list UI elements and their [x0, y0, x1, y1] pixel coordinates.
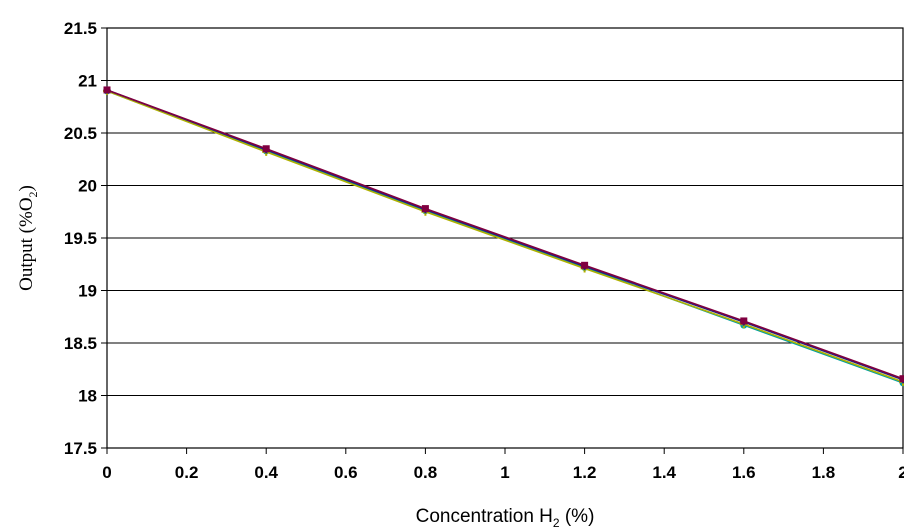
y-tick-label: 20: [78, 177, 97, 196]
x-tick-label: 1.6: [732, 463, 756, 482]
x-tick-label: 0.2: [175, 463, 199, 482]
x-tick-label: 0.6: [334, 463, 358, 482]
data-point-s4-3: [581, 261, 589, 269]
x-tick-label: 1.4: [652, 463, 676, 482]
y-tick-label: 21: [78, 72, 97, 91]
data-point-s4-5: [899, 375, 904, 383]
x-tick-label: 0.8: [414, 463, 438, 482]
series-line-4: [106, 89, 904, 380]
data-point-s4-2: [421, 205, 429, 213]
y-axis-ticks: 17.5 18 18.5 19 19.5 20 20.5 21 21.5: [64, 19, 107, 458]
x-axis-label: Concentration H2 (%): [416, 506, 595, 529]
x-tick-label: 0.4: [254, 463, 278, 482]
series-line-1: [106, 90, 904, 384]
x-tick-label: 1.2: [573, 463, 597, 482]
x-axis-ticks: 0 0.2 0.4 0.6 0.8 1 1.2 1.4 1.6 1.8 2: [102, 448, 904, 482]
y-tick-label: 19.5: [64, 229, 97, 248]
series-line-3: [106, 89, 904, 381]
x-tick-label: 1.8: [812, 463, 836, 482]
y-tick-label: 19: [78, 282, 97, 301]
series-line-2: [106, 90, 904, 383]
data-point-s4-4: [740, 317, 748, 325]
data-point-s4-1: [262, 145, 270, 153]
x-tick-label: 1: [500, 463, 509, 482]
y-tick-label: 18.5: [64, 334, 97, 353]
data-point-s4-0: [103, 86, 111, 94]
y-tick-label: 18: [78, 387, 97, 406]
y-tick-label: 20.5: [64, 124, 97, 143]
series-group: [103, 85, 904, 387]
x-tick-label: 2: [898, 463, 904, 482]
y-tick-label: 17.5: [64, 439, 97, 458]
x-tick-label: 0: [102, 463, 111, 482]
y-axis-label: Output (%O2): [16, 185, 40, 291]
y-tick-label: 21.5: [64, 19, 97, 38]
